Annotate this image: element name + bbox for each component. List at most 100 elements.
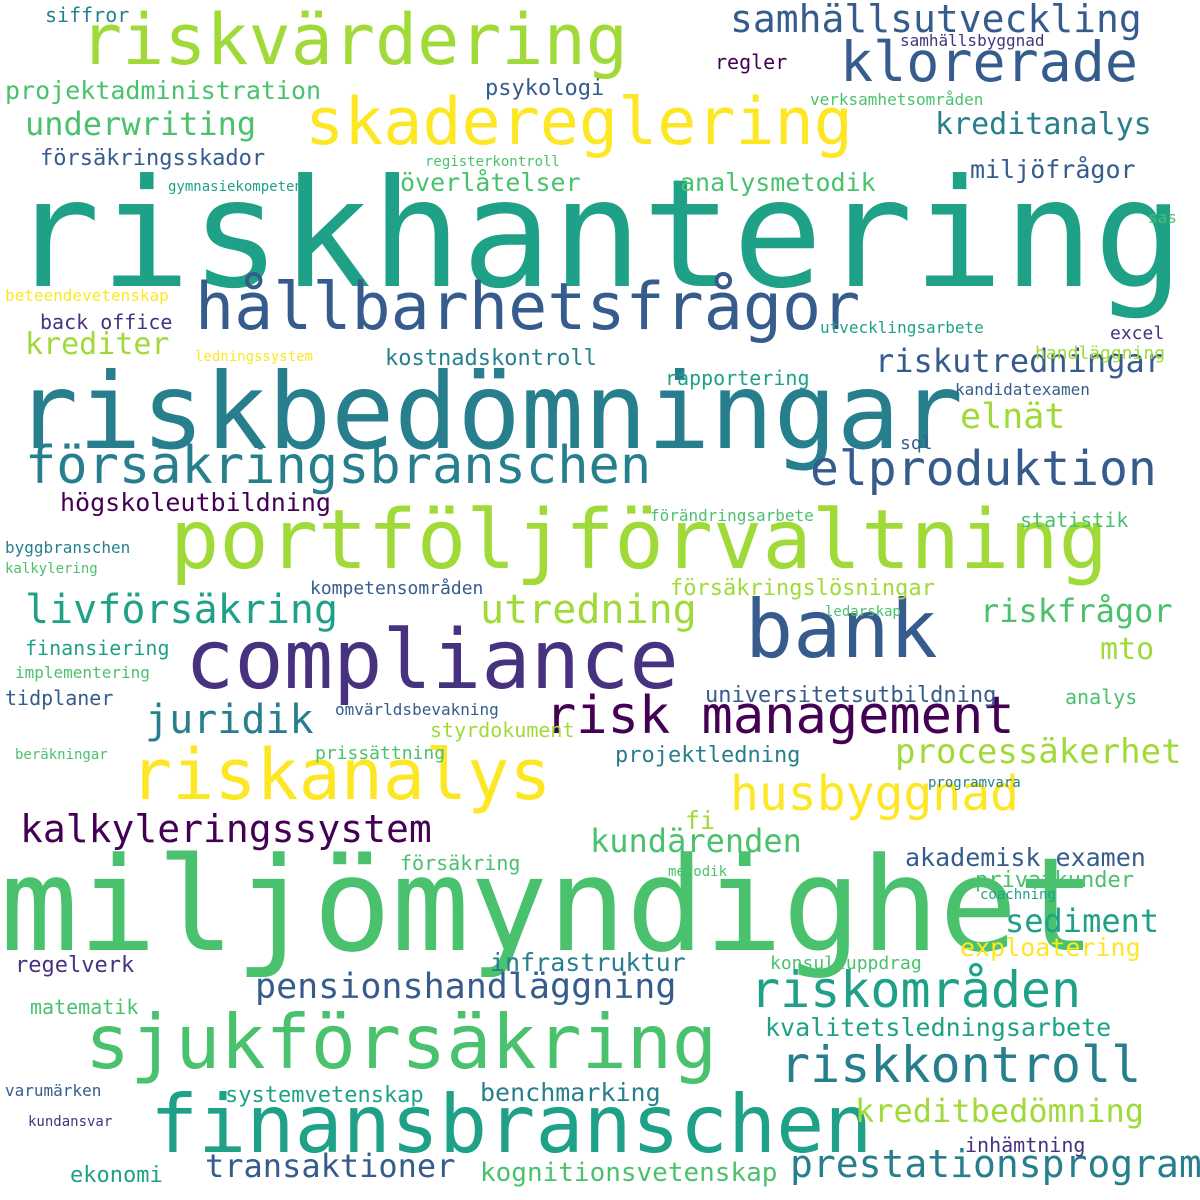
word-systemvetenskap: systemvetenskap xyxy=(225,1083,424,1108)
word-beräkningar: beräkningar xyxy=(15,747,108,763)
word-elnät: elnät xyxy=(960,397,1066,437)
word-kognitionsvetenskap: kognitionsvetenskap xyxy=(480,1158,778,1188)
word-högskoleutbildning: högskoleutbildning xyxy=(60,488,331,517)
word-fi: fi xyxy=(685,806,716,835)
word-tidplaner: tidplaner xyxy=(5,686,114,710)
word-konsultuppdrag: konsultuppdrag xyxy=(770,953,922,974)
word-matematik: matematik xyxy=(30,995,139,1019)
word-miljöfrågor: miljöfrågor xyxy=(970,155,1136,184)
word-sql: sql xyxy=(900,433,933,454)
word-programvara: programvara xyxy=(928,775,1021,791)
word-infrastruktur: infrastruktur xyxy=(490,948,686,977)
word-kundärenden: kundärenden xyxy=(590,822,802,860)
word-compliance: compliance xyxy=(185,613,679,708)
word-elproduktion: elproduktion xyxy=(810,441,1157,497)
word-sas: sas xyxy=(1148,208,1177,227)
word-ledarskap: ledarskap xyxy=(825,604,901,620)
word-coachning: coachning xyxy=(980,887,1056,903)
word-riskbedömningar: riskbedömningar xyxy=(15,351,964,473)
word-inhämtning: inhämtning xyxy=(965,1133,1086,1157)
word-benchmarking: benchmarking xyxy=(480,1078,661,1107)
word-akademisk-examen: akademisk examen xyxy=(905,843,1146,872)
word-kreditbedömning: kreditbedömning xyxy=(855,1092,1144,1130)
word-skadereglering: skadereglering xyxy=(305,85,853,160)
word-försäkringsskador: försäkringsskador xyxy=(40,146,266,171)
word-prestationsprogram: prestationsprogram xyxy=(790,1142,1200,1186)
word-registerkontroll: registerkontroll xyxy=(425,154,560,170)
word-miljömyndighet: miljömyndighet xyxy=(0,829,1096,981)
word-kundansvar: kundansvar xyxy=(28,1114,113,1130)
word-rapportering: rapportering xyxy=(665,366,810,390)
word-statistik: statistik xyxy=(1020,508,1129,532)
word-riskkontroll: riskkontroll xyxy=(780,1036,1142,1094)
word-utvecklingsarbete: utvecklingsarbete xyxy=(820,318,984,337)
word-kvalitetsledningsarbete: kvalitetsledningsarbete xyxy=(765,1013,1112,1042)
word-processäkerhet: processäkerhet xyxy=(895,732,1182,772)
word-implementering: implementering xyxy=(15,663,150,682)
word-varumärken: varumärken xyxy=(5,1081,102,1100)
word-juridik: juridik xyxy=(145,697,314,743)
word-krediter: krediter xyxy=(25,327,170,362)
word-riskfrågor: riskfrågor xyxy=(980,592,1173,630)
word-pensionshandläggning: pensionshandläggning xyxy=(255,967,677,1007)
word-analys: analys xyxy=(1065,685,1138,709)
word-hållbarhetsfrågor: hållbarhetsfrågor xyxy=(195,270,861,345)
word-riskanalys: riskanalys xyxy=(130,734,552,816)
word-riskområden: riskområden xyxy=(750,961,1082,1019)
word-klorerade: klorerade xyxy=(840,30,1139,94)
word-exploatering: exploatering xyxy=(960,933,1141,962)
word-universitetsutbildning: universitetsutbildning xyxy=(705,683,997,708)
word-byggbranschen: byggbranschen xyxy=(5,538,131,557)
word-excel: excel xyxy=(1110,323,1165,344)
word-överlåtelser: överlåtelser xyxy=(400,168,581,197)
word-livförsäkring: livförsäkring xyxy=(25,587,339,633)
word-projektadministration: projektadministration xyxy=(5,76,322,105)
word-omvärldsbevakning: omvärldsbevakning xyxy=(335,700,499,719)
word-försäkringsbranschen: försäkringsbranschen xyxy=(25,436,652,496)
word-husbyggnad: husbyggnad xyxy=(730,766,1019,822)
word-verksamhetsområden: verksamhetsområden xyxy=(810,90,984,109)
word-siffror: siffror xyxy=(45,3,130,27)
word-samhällsutveckling: samhällsutveckling xyxy=(730,0,1142,41)
word-riskhantering: riskhantering xyxy=(10,148,1184,322)
word-kandidatexamen: kandidatexamen xyxy=(955,380,1090,399)
word-utredning: utredning xyxy=(480,587,697,633)
word-riskvärdering: riskvärdering xyxy=(80,0,628,81)
word-kreditanalys: kreditanalys xyxy=(935,107,1152,142)
word-förändringsarbete: förändringsarbete xyxy=(650,506,814,525)
word-kostnadskontroll: kostnadskontroll xyxy=(385,346,597,371)
word-kalkylering: kalkylering xyxy=(5,561,98,577)
word-regelverk: regelverk xyxy=(15,953,135,978)
word-finansbranschen: finansbranschen xyxy=(150,1078,873,1171)
word-försäkring: försäkring xyxy=(400,851,521,875)
word-finansiering: finansiering xyxy=(25,636,170,660)
word-metodik: metodik xyxy=(668,864,728,880)
word-transaktioner: transaktioner xyxy=(205,1147,456,1185)
word-riskutredningar: riskutredningar xyxy=(875,342,1164,380)
word-risk-management: risk management xyxy=(545,686,1015,746)
word-gymnasiekompetens: gymnasiekompetens xyxy=(168,179,312,195)
word-portföljförvaltning: portföljförvaltning xyxy=(170,493,1108,588)
word-privatkunder: privatkunder xyxy=(975,868,1134,893)
word-handläggning: handläggning xyxy=(1035,343,1166,364)
word-ledningssystem: ledningssystem xyxy=(195,349,314,365)
word-kompetensområden: kompetensområden xyxy=(310,578,484,599)
word-projektledning: projektledning xyxy=(615,743,801,768)
word-styrdokument: styrdokument xyxy=(430,718,575,742)
word-sjukförsäkring: sjukförsäkring xyxy=(85,998,718,1086)
word-regler: regler xyxy=(715,50,788,74)
word-beteendevetenskap: beteendevetenskap xyxy=(5,286,169,305)
word-prissättning: prissättning xyxy=(315,743,446,764)
word-ekonomi: ekonomi xyxy=(70,1163,163,1188)
word-psykologi: psykologi xyxy=(485,76,605,101)
word-bank: bank xyxy=(745,583,938,676)
word-underwriting: underwriting xyxy=(25,105,257,143)
word-försäkringslösningar: försäkringslösningar xyxy=(670,576,935,601)
word-kalkyleringssystem: kalkyleringssystem xyxy=(20,807,432,851)
word-analysmetodik: analysmetodik xyxy=(680,168,876,197)
word-sediment: sediment xyxy=(1005,902,1160,940)
word-back-office: back office xyxy=(40,310,173,334)
word-samhällsbyggnad: samhällsbyggnad xyxy=(900,31,1045,50)
word-mto: mto xyxy=(1100,632,1155,667)
